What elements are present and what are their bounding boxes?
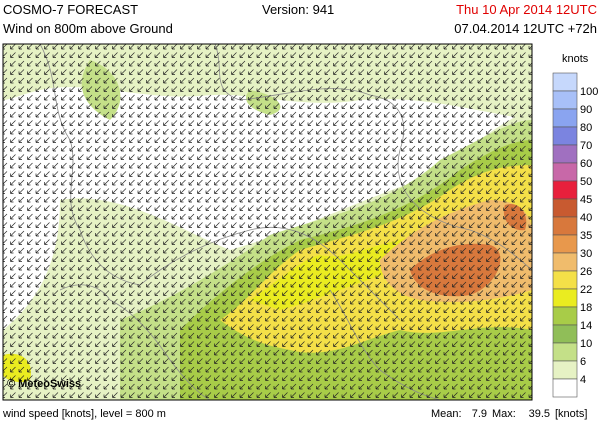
legend: knots 100 90 80 70 60 50 45 40 35 30 26 22 18 14 10 6 4 bbox=[552, 53, 598, 398]
title: COSMO-7 FORECAST bbox=[3, 2, 138, 17]
legend-label: 6 bbox=[580, 356, 586, 368]
run-time: 07.04.2014 12UTC +72h bbox=[454, 21, 597, 36]
legend-label: 80 bbox=[580, 122, 592, 134]
mean-label: Mean: bbox=[431, 408, 462, 420]
legend-swatch bbox=[552, 180, 578, 200]
legend-label: 100 bbox=[580, 86, 598, 98]
legend-swatch bbox=[552, 162, 578, 182]
legend-label: 4 bbox=[580, 374, 586, 386]
legend-title: knots bbox=[562, 53, 589, 65]
legend-swatch bbox=[552, 342, 578, 362]
legend-swatch bbox=[552, 234, 578, 254]
legend-label: 22 bbox=[580, 284, 592, 296]
legend-swatch bbox=[552, 198, 578, 218]
legend-label: 14 bbox=[580, 320, 592, 332]
map-frame bbox=[2, 43, 533, 401]
legend-swatch bbox=[552, 306, 578, 326]
mean-value: 7.9 bbox=[472, 408, 487, 420]
legend-label: 18 bbox=[580, 302, 592, 314]
legend-swatch bbox=[552, 72, 578, 92]
version: Version: 941 bbox=[262, 2, 334, 17]
legend-swatch bbox=[552, 126, 578, 146]
legend-label: 40 bbox=[580, 212, 592, 224]
legend-swatch bbox=[552, 252, 578, 272]
footer-description: wind speed [knots], level = 800 m bbox=[2, 408, 166, 420]
legend-label: 45 bbox=[580, 194, 592, 206]
legend-swatch bbox=[552, 270, 578, 290]
legend-label: 90 bbox=[580, 104, 592, 116]
legend-swatch bbox=[552, 216, 578, 236]
legend-swatch bbox=[552, 108, 578, 128]
legend-swatch bbox=[552, 324, 578, 344]
legend-label: 10 bbox=[580, 338, 592, 350]
copyright: © MeteoSwiss bbox=[7, 378, 81, 390]
legend-label: 70 bbox=[580, 140, 592, 152]
legend-label: 30 bbox=[580, 248, 592, 260]
map: © MeteoSwiss bbox=[3, 44, 532, 400]
legend-label: 50 bbox=[580, 176, 592, 188]
max-label: Max: bbox=[492, 408, 516, 420]
subtitle: Wind on 800m above Ground bbox=[3, 21, 173, 36]
legend-swatch bbox=[552, 378, 578, 398]
legend-label: 26 bbox=[580, 266, 592, 278]
unit: [knots] bbox=[555, 408, 587, 420]
legend-swatch bbox=[552, 144, 578, 164]
legend-label: 35 bbox=[580, 230, 592, 242]
legend-swatch bbox=[552, 360, 578, 380]
legend-swatch bbox=[552, 288, 578, 308]
legend-swatch bbox=[552, 90, 578, 110]
max-value: 39.5 bbox=[529, 408, 550, 420]
legend-label: 60 bbox=[580, 158, 592, 170]
valid-time: Thu 10 Apr 2014 12UTC bbox=[456, 2, 597, 17]
